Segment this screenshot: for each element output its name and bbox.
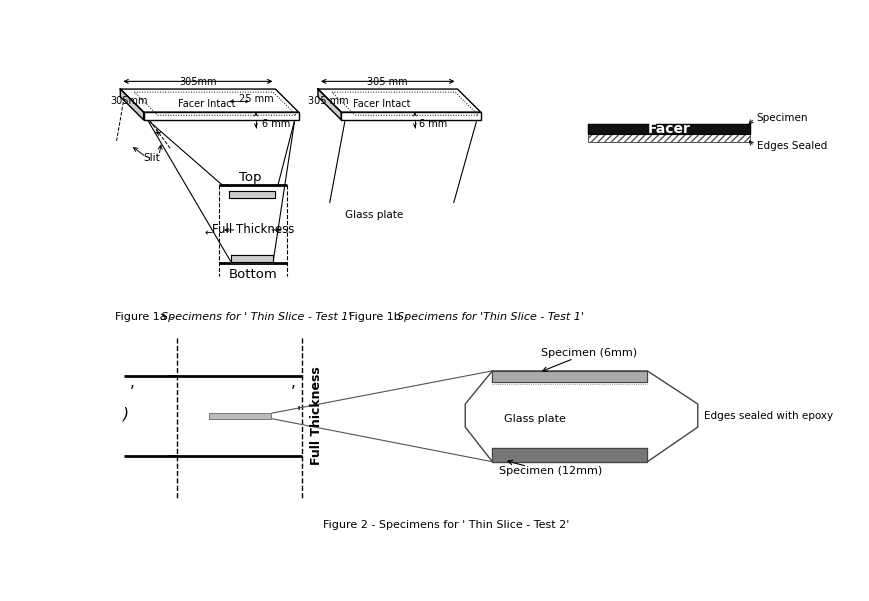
Text: Specimens for ' Thin Slice - Test 1': Specimens for ' Thin Slice - Test 1' <box>162 312 351 322</box>
Text: Figure 1a -: Figure 1a - <box>115 312 177 322</box>
Text: 305mm: 305mm <box>179 77 216 87</box>
Polygon shape <box>120 89 143 120</box>
Text: 25 mm: 25 mm <box>239 94 273 104</box>
Text: Bottom: Bottom <box>229 268 277 281</box>
Polygon shape <box>120 89 298 112</box>
Text: Facer Intact: Facer Intact <box>178 99 235 109</box>
Text: ': ' <box>296 406 301 421</box>
Text: 305 mm: 305 mm <box>308 96 348 106</box>
Bar <box>209 413 271 419</box>
Polygon shape <box>231 255 273 262</box>
Text: Edges Sealed: Edges Sealed <box>756 141 826 151</box>
Text: Specimens for 'Thin Slice - Test 1': Specimens for 'Thin Slice - Test 1' <box>396 312 583 322</box>
Text: Edges sealed with epoxy: Edges sealed with epoxy <box>703 410 833 421</box>
Polygon shape <box>492 448 647 462</box>
Text: 6 mm: 6 mm <box>418 119 447 129</box>
Polygon shape <box>143 112 298 120</box>
Text: ): ) <box>123 406 129 421</box>
Text: Top: Top <box>239 171 262 184</box>
Text: Specimen (12mm): Specimen (12mm) <box>498 466 601 476</box>
Text: Specimen (6mm): Specimen (6mm) <box>541 348 637 358</box>
Text: Specimen: Specimen <box>756 114 807 123</box>
Text: Full Thickness: Full Thickness <box>309 366 322 465</box>
Text: ,: , <box>290 375 295 390</box>
Text: Figure 1b -: Figure 1b - <box>348 312 411 322</box>
Text: Facer Intact: Facer Intact <box>353 99 410 109</box>
Text: 6 mm: 6 mm <box>262 119 290 129</box>
Text: Glass plate: Glass plate <box>345 210 403 219</box>
Text: Full Thickness: Full Thickness <box>211 224 294 236</box>
Text: 305 mm: 305 mm <box>367 77 408 87</box>
Text: 305mm: 305mm <box>110 96 148 106</box>
Text: ,: , <box>129 375 135 390</box>
Text: $\leftarrow$: $\leftarrow$ <box>202 227 214 237</box>
Polygon shape <box>587 124 750 135</box>
Polygon shape <box>341 112 481 120</box>
Text: Glass plate: Glass plate <box>503 415 565 424</box>
Polygon shape <box>465 371 697 462</box>
Text: Facer: Facer <box>647 123 690 136</box>
Bar <box>587 135 750 142</box>
Text: Figure 2 - Specimens for ' Thin Slice - Test 2': Figure 2 - Specimens for ' Thin Slice - … <box>322 520 568 530</box>
Polygon shape <box>229 192 275 198</box>
Polygon shape <box>318 89 341 120</box>
Text: Slit: Slit <box>143 153 160 163</box>
Polygon shape <box>318 89 481 112</box>
Polygon shape <box>492 371 647 382</box>
